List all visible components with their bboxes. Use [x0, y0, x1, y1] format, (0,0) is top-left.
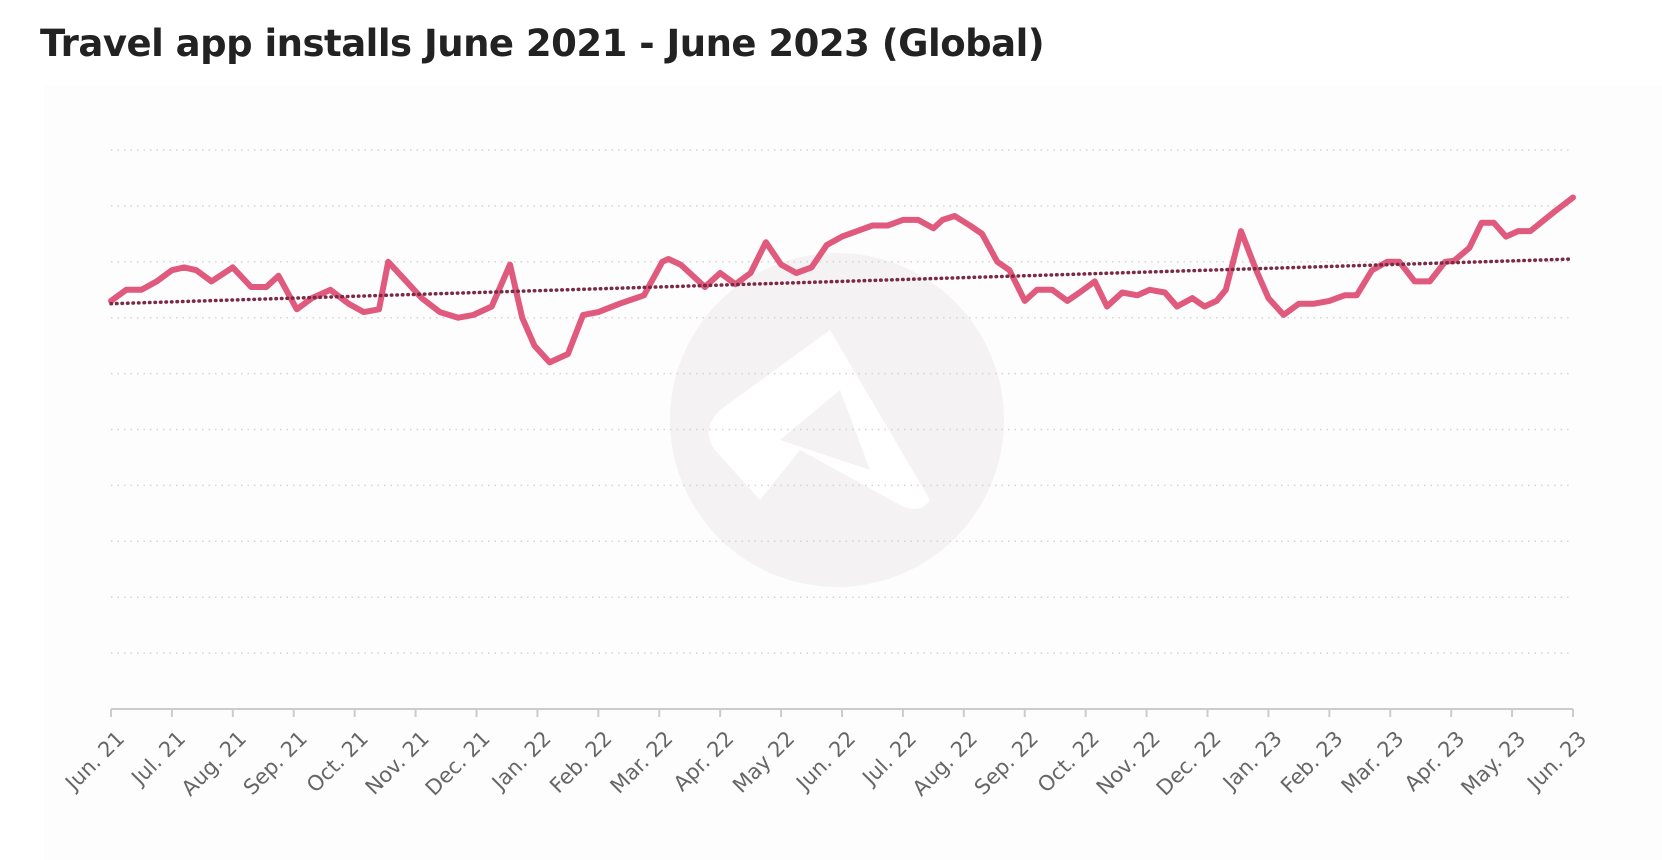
logo-glyph [708, 330, 930, 509]
x-tick-label: Dec. 21 [421, 726, 495, 800]
x-tick-label: Aug. 22 [908, 726, 982, 800]
x-tick-label: Jun. 21 [59, 726, 129, 796]
x-tick-label: May 22 [728, 726, 799, 797]
x-tick-label: Oct. 22 [1033, 726, 1104, 797]
x-tick-label: Mar. 23 [1337, 726, 1409, 798]
x-tick-label: Nov. 22 [1092, 726, 1165, 799]
x-tick-label: Oct. 21 [302, 726, 373, 797]
x-tick-label: Feb. 22 [545, 726, 617, 798]
x-tick-label: Jan. 23 [1217, 726, 1287, 796]
x-tick-label: Dec. 22 [1152, 726, 1226, 800]
x-tick-label: Jan. 22 [486, 726, 556, 796]
watermark-logo [670, 253, 1004, 587]
trend-line [109, 257, 1575, 306]
x-tick-label: Mar. 22 [606, 726, 678, 798]
chart-title: Travel app installs June 2021 - June 202… [40, 22, 1045, 65]
x-tick-label: Jun. 22 [790, 726, 860, 796]
x-tick-label: May. 23 [1456, 726, 1530, 800]
x-tick-label: Nov. 21 [361, 726, 434, 799]
x-tick-label: Sep. 21 [239, 726, 312, 799]
installs-line [108, 194, 1576, 366]
x-tick-label: Apr. 22 [669, 726, 739, 796]
x-tick-label: Sep. 22 [970, 726, 1043, 799]
x-tick-label: Feb. 23 [1276, 726, 1348, 798]
x-axis [110, 708, 1574, 717]
x-tick-label: Aug. 21 [177, 726, 251, 800]
series-lines [108, 194, 1576, 366]
x-tick-label: Jun. 23 [1521, 726, 1591, 796]
